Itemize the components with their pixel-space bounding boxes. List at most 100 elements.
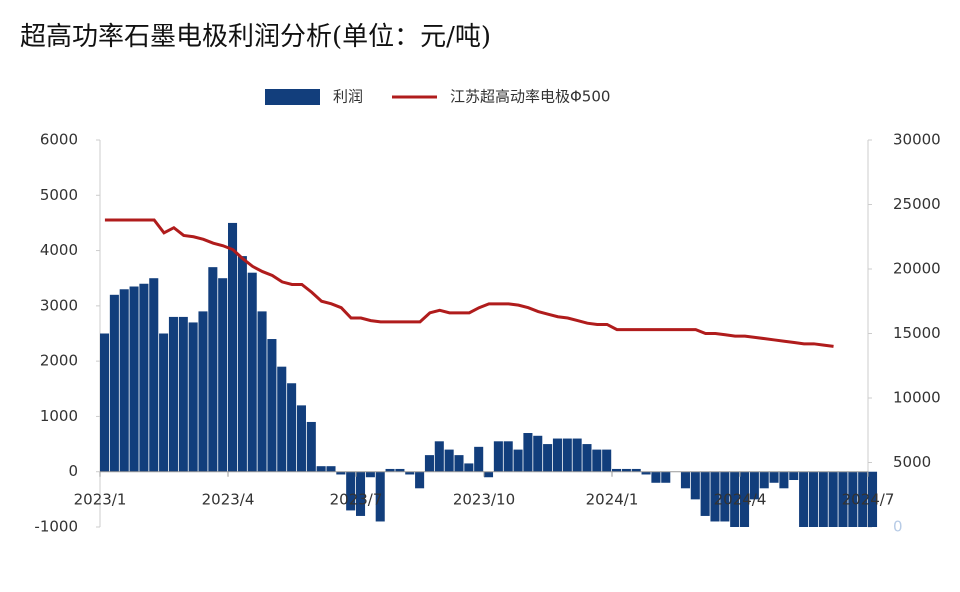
y2-tick-label: 0 bbox=[893, 518, 903, 536]
y2-tick-label: 15000 bbox=[893, 324, 941, 342]
y-tick-label: 4000 bbox=[40, 241, 78, 259]
bar bbox=[523, 433, 533, 472]
bar bbox=[838, 471, 848, 527]
bar bbox=[119, 289, 129, 472]
bar bbox=[848, 471, 858, 527]
bar bbox=[858, 471, 868, 527]
bar bbox=[828, 471, 838, 527]
bar bbox=[641, 471, 651, 475]
bar bbox=[621, 468, 631, 472]
x-tick-label: 2024/7 bbox=[842, 491, 895, 509]
bar bbox=[159, 333, 169, 472]
bar bbox=[740, 471, 750, 527]
bar bbox=[661, 471, 671, 483]
bar bbox=[385, 468, 395, 472]
line bbox=[104, 218, 834, 348]
y-tick-label: -1000 bbox=[34, 518, 78, 536]
bar bbox=[405, 471, 415, 475]
bar bbox=[562, 438, 572, 472]
bar bbox=[316, 466, 326, 472]
bar bbox=[700, 471, 710, 516]
bar bbox=[690, 471, 700, 500]
bar bbox=[168, 316, 178, 472]
y-tick-label: 6000 bbox=[40, 131, 78, 149]
x-tick-label: 2023/7 bbox=[330, 491, 383, 509]
bar bbox=[109, 294, 119, 472]
bar bbox=[612, 468, 622, 472]
bar bbox=[306, 421, 316, 472]
y-tick-label: 1000 bbox=[40, 407, 78, 425]
bar bbox=[139, 283, 149, 472]
legend-label: 利润 bbox=[333, 88, 363, 106]
bar bbox=[631, 468, 641, 472]
bar bbox=[552, 438, 562, 472]
bar bbox=[188, 322, 198, 472]
bar bbox=[533, 435, 543, 472]
bar bbox=[287, 383, 297, 472]
bar bbox=[543, 444, 553, 472]
y2-tick-label: 25000 bbox=[893, 195, 941, 213]
y-tick-label: 2000 bbox=[40, 352, 78, 370]
bar bbox=[415, 471, 425, 489]
bar bbox=[434, 441, 444, 472]
bar bbox=[759, 471, 769, 489]
bar bbox=[365, 471, 375, 478]
x-tick-label: 2023/1 bbox=[74, 491, 127, 509]
bar bbox=[868, 471, 878, 527]
bar bbox=[218, 278, 228, 472]
x-tick-label: 2023/4 bbox=[202, 491, 255, 509]
bar bbox=[818, 471, 828, 527]
legend-swatch bbox=[265, 89, 320, 105]
bar bbox=[444, 449, 454, 472]
y2-tick-label: 30000 bbox=[893, 131, 941, 149]
bar bbox=[267, 339, 277, 472]
bar bbox=[779, 471, 789, 489]
legend-label: 江苏超高动率电极Φ500 bbox=[450, 88, 610, 106]
bar bbox=[336, 471, 346, 475]
bar bbox=[277, 366, 287, 472]
y-tick-label: 0 bbox=[68, 462, 78, 480]
bar bbox=[100, 333, 110, 472]
bar bbox=[178, 316, 188, 472]
x-tick-label: 2024/1 bbox=[586, 491, 639, 509]
bar bbox=[710, 471, 720, 522]
bar bbox=[720, 471, 730, 522]
chart-title: 超高功率石墨电极利润分析(单位：元/吨) bbox=[20, 22, 491, 52]
bar bbox=[513, 449, 523, 472]
bar bbox=[198, 311, 208, 472]
bar bbox=[247, 272, 257, 472]
y2-tick-label: 5000 bbox=[893, 453, 931, 471]
bar bbox=[237, 256, 247, 472]
bar bbox=[375, 471, 385, 522]
y2-tick-label: 20000 bbox=[893, 260, 941, 278]
bar bbox=[208, 267, 218, 472]
bar bbox=[326, 466, 336, 472]
bar bbox=[346, 471, 356, 511]
bar bbox=[474, 446, 484, 472]
bar bbox=[454, 455, 464, 472]
bar bbox=[651, 471, 661, 483]
bar bbox=[789, 471, 799, 481]
bar bbox=[730, 471, 740, 527]
bar bbox=[503, 441, 513, 472]
bar bbox=[808, 471, 818, 527]
bar bbox=[572, 438, 582, 472]
x-tick-label: 2024/4 bbox=[714, 491, 767, 509]
y2-tick-label: 10000 bbox=[893, 389, 941, 407]
bar bbox=[257, 311, 267, 472]
bar bbox=[464, 463, 474, 472]
bar bbox=[129, 286, 139, 472]
bar bbox=[484, 471, 494, 478]
y-tick-label: 5000 bbox=[40, 186, 78, 204]
bar bbox=[228, 222, 238, 472]
bar bbox=[493, 441, 503, 472]
bar bbox=[749, 471, 759, 500]
bar bbox=[769, 471, 779, 483]
bar bbox=[296, 405, 306, 472]
bar bbox=[356, 471, 366, 516]
bar bbox=[424, 455, 434, 472]
bar bbox=[799, 471, 809, 527]
bar bbox=[582, 444, 592, 472]
bar bbox=[602, 449, 612, 472]
